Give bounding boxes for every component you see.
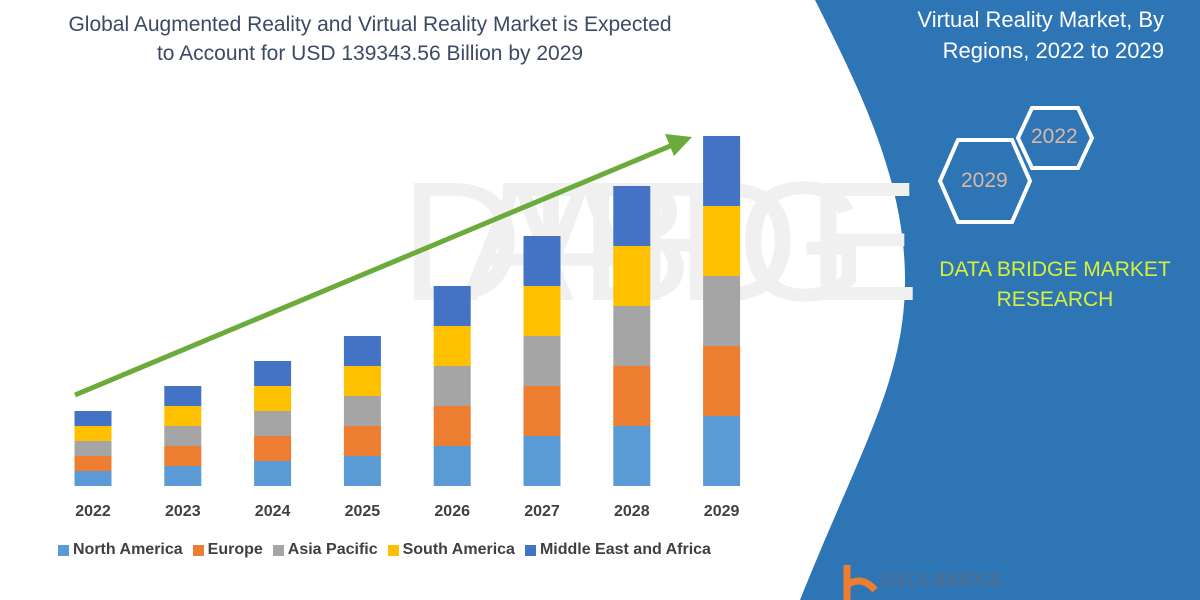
bar-2027-north-america: [523, 436, 561, 486]
bar-2026-north-america: [433, 446, 471, 486]
bar-2024-asia-pacific: [254, 411, 292, 436]
logo-icon: [843, 565, 878, 600]
bar-2029-north-america: [703, 416, 741, 486]
bar-2025-middle-east-and-africa: [343, 336, 381, 366]
bar-2024-north-america: [254, 461, 292, 486]
hex-2022-outline: [1015, 106, 1095, 170]
bar-2028-south-america: [613, 246, 651, 306]
bar-2024-europe: [254, 436, 292, 461]
brand-line1: DATA BRIDGE MARKET: [939, 258, 1171, 281]
x-tick-label: 2026: [434, 503, 470, 520]
legend: North America Europe Asia Pacific South Ame…: [58, 541, 711, 559]
panel-title-line1: Virtual Reality Market, By: [917, 7, 1164, 32]
bar-2026-south-america: [433, 326, 471, 366]
x-tick-label: 2028: [614, 503, 650, 520]
bar-2025-north-america: [343, 456, 381, 486]
growth-arrow-line: [74, 141, 676, 398]
x-tick-label: 2027: [524, 503, 560, 520]
bar-2028-asia-pacific: [613, 306, 651, 366]
bar-2023-middle-east-and-africa: [164, 386, 202, 406]
growth-arrow-head: [665, 134, 692, 156]
chart-title: Global Augmented Reality and Virtual Rea…: [68, 13, 672, 65]
hex-2029-label: 2029: [961, 169, 1008, 192]
bar-2024-south-america: [254, 386, 292, 411]
legend-label: North America: [73, 541, 183, 558]
logo-text: DATA BRIDGE: [880, 570, 1004, 591]
bar-2022-middle-east-and-africa: [74, 411, 112, 426]
x-tick-label: 2022: [75, 503, 111, 520]
bar-2027-europe: [523, 386, 561, 436]
bar-2026-asia-pacific: [433, 366, 471, 406]
bar-2022-europe: [74, 456, 112, 471]
legend-label: Asia Pacific: [287, 541, 378, 558]
bar-2028-north-america: [613, 426, 651, 486]
legend-item: Europe: [192, 541, 263, 559]
bar-2028-middle-east-and-africa: [613, 186, 651, 246]
bar-2022-north-america: [74, 471, 112, 486]
legend-label: South America: [402, 541, 515, 558]
panel-title: Virtual Reality Market, By Regions, 2022…: [917, 4, 1164, 66]
legend-label: Europe: [207, 541, 263, 558]
bar-2022-south-america: [74, 426, 112, 441]
legend-item: North America: [58, 541, 183, 559]
legend-swatch: [524, 544, 536, 556]
legend-swatch: [192, 544, 204, 556]
bar-2025-asia-pacific: [343, 396, 381, 426]
x-tick-label: 2024: [254, 503, 291, 520]
bar-2025-south-america: [343, 366, 381, 396]
bar-2029-europe: [703, 346, 741, 416]
legend-swatch: [387, 544, 399, 556]
legend-swatch: [58, 544, 69, 556]
right-blue-panel: [800, 0, 1200, 600]
hex-2022-label: 2022: [1031, 125, 1078, 148]
bar-2027-asia-pacific: [523, 336, 561, 386]
bar-2029-middle-east-and-africa: [703, 136, 741, 206]
bar-2028-europe: [613, 366, 651, 426]
x-tick-label: 2025: [344, 503, 381, 520]
legend-item: South America: [387, 541, 515, 559]
bar-2022-asia-pacific: [74, 441, 112, 456]
x-tick-label: 2023: [165, 503, 201, 520]
brand-text: DATA BRIDGE MARKET RESEARCH: [920, 255, 1190, 315]
legend-item: Asia Pacific: [272, 541, 378, 559]
bar-2029-asia-pacific: [703, 276, 741, 346]
legend-item: Middle East and Africa: [524, 541, 711, 559]
bar-2025-europe: [343, 426, 381, 456]
bar-2027-middle-east-and-africa: [523, 236, 561, 286]
bar-2029-south-america: [703, 206, 741, 276]
bar-2027-south-america: [523, 286, 561, 336]
bar-2023-north-america: [164, 466, 202, 486]
hex-2029-outline: [937, 138, 1033, 224]
x-tick-label: 2029: [703, 503, 740, 520]
panel-title-line2: Regions, 2022 to 2029: [942, 38, 1164, 63]
bar-2023-europe: [164, 446, 202, 466]
bar-2024-middle-east-and-africa: [254, 361, 292, 386]
legend-label: Middle East and Africa: [539, 541, 711, 558]
brand-line2: RESEARCH: [996, 288, 1114, 311]
bar-2026-europe: [433, 406, 471, 446]
legend-swatch: [272, 544, 284, 556]
bar-2023-south-america: [164, 406, 202, 426]
bar-2026-middle-east-and-africa: [433, 286, 471, 326]
bar-2023-asia-pacific: [164, 426, 202, 446]
